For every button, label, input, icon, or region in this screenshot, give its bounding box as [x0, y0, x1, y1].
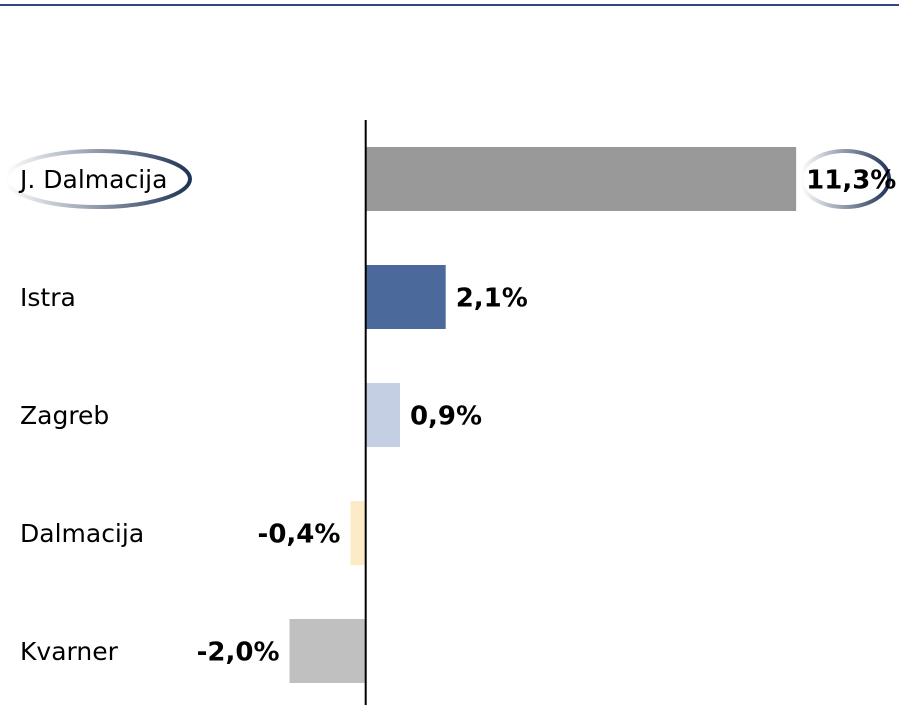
bar: [289, 619, 366, 683]
category-label: Zagreb: [20, 401, 109, 430]
category-label: Kvarner: [20, 637, 119, 666]
bar: [365, 147, 797, 211]
bar: [350, 501, 366, 565]
category-label: J. Dalmacija: [18, 165, 167, 194]
bar: [365, 265, 446, 329]
category-label: Istra: [20, 283, 76, 312]
value-label: -0,4%: [258, 520, 341, 550]
highlight-ring: [799, 149, 891, 209]
value-label: -2,0%: [197, 638, 280, 668]
value-label: 2,1%: [456, 284, 528, 314]
bar: [365, 383, 400, 447]
value-label: 11,3%: [806, 166, 896, 196]
highlight-ring: [4, 149, 192, 209]
category-label: Dalmacija: [20, 519, 144, 548]
value-label: 0,9%: [410, 402, 482, 432]
